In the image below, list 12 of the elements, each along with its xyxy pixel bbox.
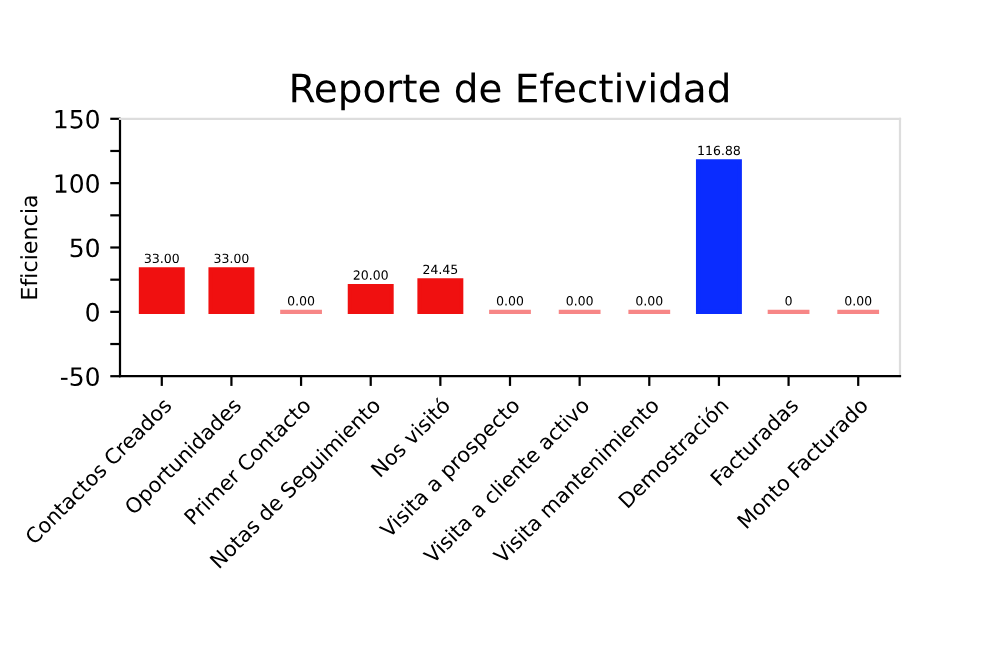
y-tick-label: 150	[55, 109, 99, 129]
bar	[138, 267, 185, 314]
bar	[417, 278, 464, 314]
chart-title: Reporte de Efectividad	[292, 72, 728, 111]
y-tick-label: -50	[60, 367, 99, 387]
y-tick-label: 100	[55, 174, 99, 193]
y-axis-title: Eficiencia	[20, 196, 38, 299]
bar	[347, 284, 394, 314]
y-tick-label: 50	[70, 238, 99, 258]
bar	[695, 159, 742, 314]
y-tick-label: 0	[86, 302, 99, 322]
bar	[208, 267, 255, 314]
